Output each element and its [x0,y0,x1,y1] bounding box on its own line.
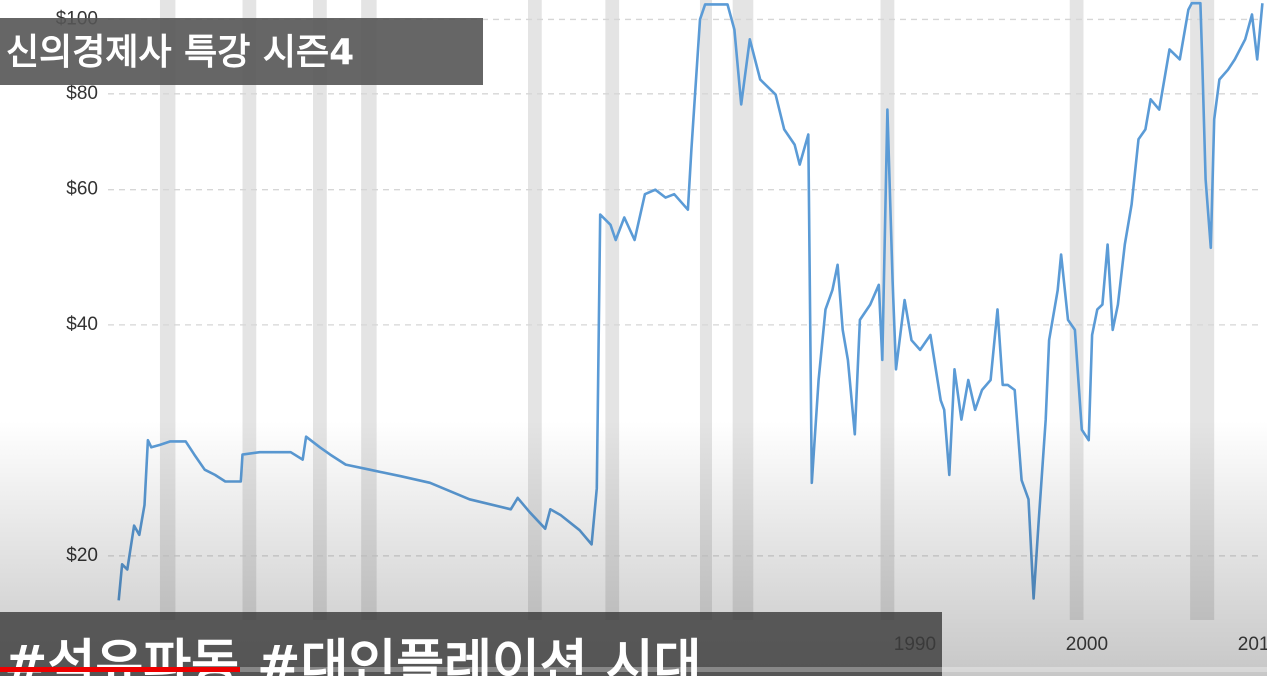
progress-track[interactable] [0,667,1267,672]
y-tick-label: $80 [66,83,98,104]
progress-bar[interactable] [0,667,240,672]
y-tick-label: $60 [66,179,98,200]
badge-box [0,18,483,85]
x-tick-label: 2010 [1238,634,1267,655]
caption-box [0,612,942,676]
y-tick-label: $40 [66,314,98,335]
badge-text: 신의경제사 특강 시즌4 [6,32,354,73]
x-tick-label: 2000 [1066,634,1108,655]
